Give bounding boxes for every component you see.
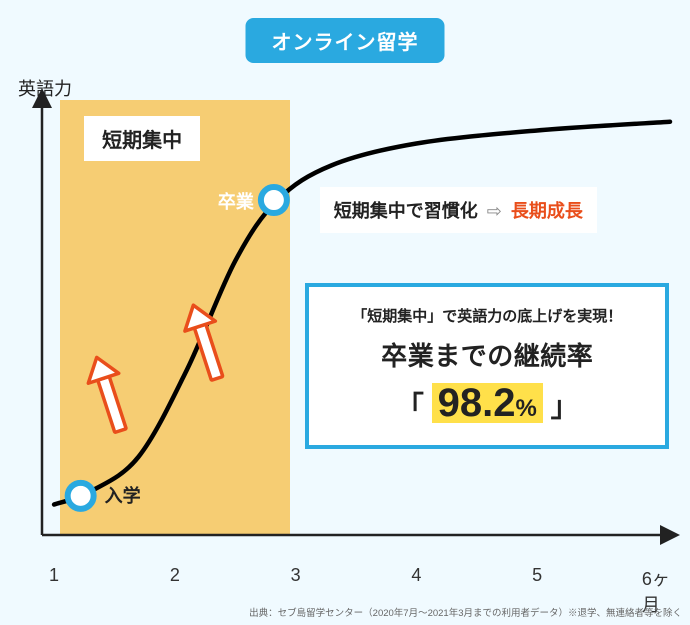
x-tick: 4 <box>411 565 421 586</box>
x-tick: 5 <box>532 565 542 586</box>
x-tick: 3 <box>291 565 301 586</box>
chart-area: 短期集中 短期集中で習慣化 ⇨ 長期成長 入学 卒業 「短期集中」で英語力の底上… <box>30 100 670 550</box>
chart-svg <box>30 100 670 550</box>
y-axis-label: 英語力 <box>18 75 72 101</box>
title-badge: オンライン留学 <box>246 18 445 63</box>
source-note: 出典：セブ島留学センター（2020年7月〜2021年3月までの利用者データ）※退… <box>249 605 682 619</box>
x-tick: 2 <box>170 565 180 586</box>
x-tick: 1 <box>49 565 59 586</box>
